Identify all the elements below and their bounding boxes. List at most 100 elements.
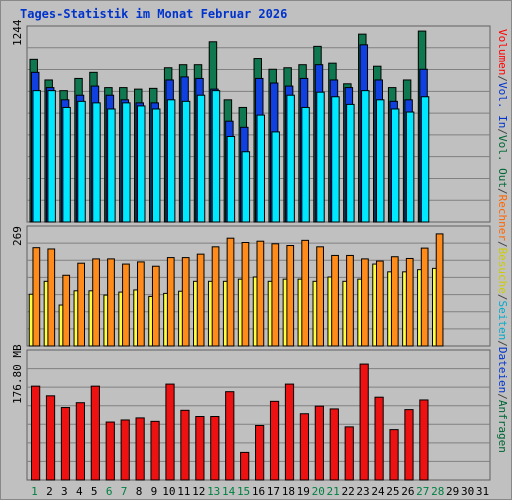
seiten-bar: [77, 100, 86, 223]
x-tick-label: 4: [76, 485, 83, 498]
volumen-bar: [284, 383, 295, 481]
volumen-bar: [419, 399, 429, 481]
volumen-bar: [105, 421, 115, 481]
x-tick-label: 24: [371, 485, 385, 498]
rechner-bar: [77, 262, 86, 347]
x-tick-label: 7: [121, 485, 128, 498]
volumen-bar: [60, 407, 71, 481]
rechner-bar: [390, 256, 399, 347]
rechner-bar: [166, 257, 175, 347]
chart-title: Tages-Statistik im Monat Februar 2026: [20, 7, 288, 21]
volumen-bar: [120, 419, 130, 481]
rechner-bar: [286, 245, 295, 347]
rechner-bar: [405, 257, 414, 347]
x-tick-label: 28: [431, 485, 444, 498]
volumen-bar: [45, 395, 56, 481]
x-tick-label: 26: [401, 485, 414, 498]
seiten-bar: [47, 90, 56, 223]
volumen-bar: [210, 416, 220, 481]
seiten-bar: [32, 90, 41, 223]
x-tick-label: 9: [151, 485, 158, 498]
seiten-bar: [137, 105, 146, 223]
volumen-bar: [255, 424, 265, 481]
legend-entry: Anfragen: [496, 400, 509, 453]
seiten-bar: [166, 99, 176, 223]
volumen-bar: [195, 416, 205, 481]
seiten-bar: [241, 151, 251, 223]
x-tick-label: 18: [282, 485, 295, 498]
volumen-bar: [314, 405, 324, 481]
x-tick-label: 19: [297, 485, 310, 498]
rechner-bar: [137, 261, 145, 347]
legend-entry: Vol. Out: [496, 135, 509, 188]
seiten-bar: [361, 90, 370, 223]
seiten-bar: [271, 131, 280, 223]
rechner-bar: [92, 258, 100, 347]
legend-entry: /: [496, 75, 509, 82]
seiten-bar: [405, 111, 415, 223]
x-tick-label: 14: [222, 485, 236, 498]
rechner-bar: [256, 240, 265, 347]
volumen-bar: [165, 383, 175, 481]
x-tick-label: 30: [461, 485, 474, 498]
volumen-bar: [374, 396, 384, 481]
volumen-bar: [135, 417, 145, 481]
x-tick-label: 20: [312, 485, 325, 498]
rechner-bar: [107, 258, 115, 347]
legend-entry: /: [496, 241, 509, 248]
volumen-bar: [150, 420, 160, 481]
seiten-bar: [301, 106, 310, 223]
rechner-bar: [241, 242, 250, 347]
seiten-bar: [122, 102, 131, 223]
rechner-bar: [196, 253, 205, 347]
legend-entry: Dateien: [496, 347, 509, 393]
seiten-bar: [226, 135, 236, 223]
rechner-bar: [181, 257, 190, 347]
volumen-bar: [180, 409, 190, 481]
seiten-bar: [286, 94, 295, 223]
seiten-bar: [196, 94, 206, 223]
volumen-bar: [269, 400, 280, 481]
right-legend: Volumen/Vol. In/Vol. Out/Rechner/Besuche…: [496, 29, 509, 453]
legend-entry: Besuche: [496, 248, 509, 294]
rechner-bar: [271, 243, 280, 347]
rechner-bar: [346, 254, 354, 347]
seiten-bar: [376, 99, 385, 223]
rechner-bar: [47, 248, 56, 347]
x-tick-label: 16: [252, 485, 265, 498]
legend-entry: Rechner: [496, 195, 509, 242]
volume-max-label: 176.80 MB: [11, 344, 24, 404]
x-tick-label: 25: [386, 485, 399, 498]
rechner-bar: [331, 254, 339, 347]
rechner-bar: [122, 263, 130, 347]
rechner-bar: [32, 247, 41, 347]
hits-max-label: 1244: [11, 19, 24, 46]
rechner-bar: [151, 265, 160, 347]
legend-entry: /: [496, 340, 509, 347]
rechner-bar: [435, 233, 444, 347]
seiten-bar: [211, 90, 221, 223]
volumen-bar: [329, 408, 339, 481]
x-tick-label: 15: [237, 485, 250, 498]
volumen-bar: [389, 429, 399, 481]
legend-entry: /: [496, 188, 509, 195]
rechner-bar: [301, 239, 310, 347]
legend-entry: Seiten: [496, 301, 509, 341]
volumen-bar: [225, 391, 235, 481]
x-tick-label: 10: [162, 485, 175, 498]
x-tick-label: 31: [476, 485, 489, 498]
seiten-bar: [256, 114, 265, 223]
volumen-bar: [75, 402, 86, 481]
seiten-bar: [316, 91, 325, 223]
x-tick-label: 21: [327, 485, 340, 498]
rechner-bar: [420, 247, 429, 347]
visits-max-label: 269: [11, 226, 24, 246]
x-tick-label: 2: [46, 485, 53, 498]
seiten-bar: [181, 100, 191, 223]
x-tick-label: 8: [136, 485, 143, 498]
seiten-bar: [390, 108, 400, 223]
seiten-bar: [92, 102, 101, 223]
volumen-bar: [240, 451, 250, 481]
seiten-bar: [151, 108, 161, 223]
